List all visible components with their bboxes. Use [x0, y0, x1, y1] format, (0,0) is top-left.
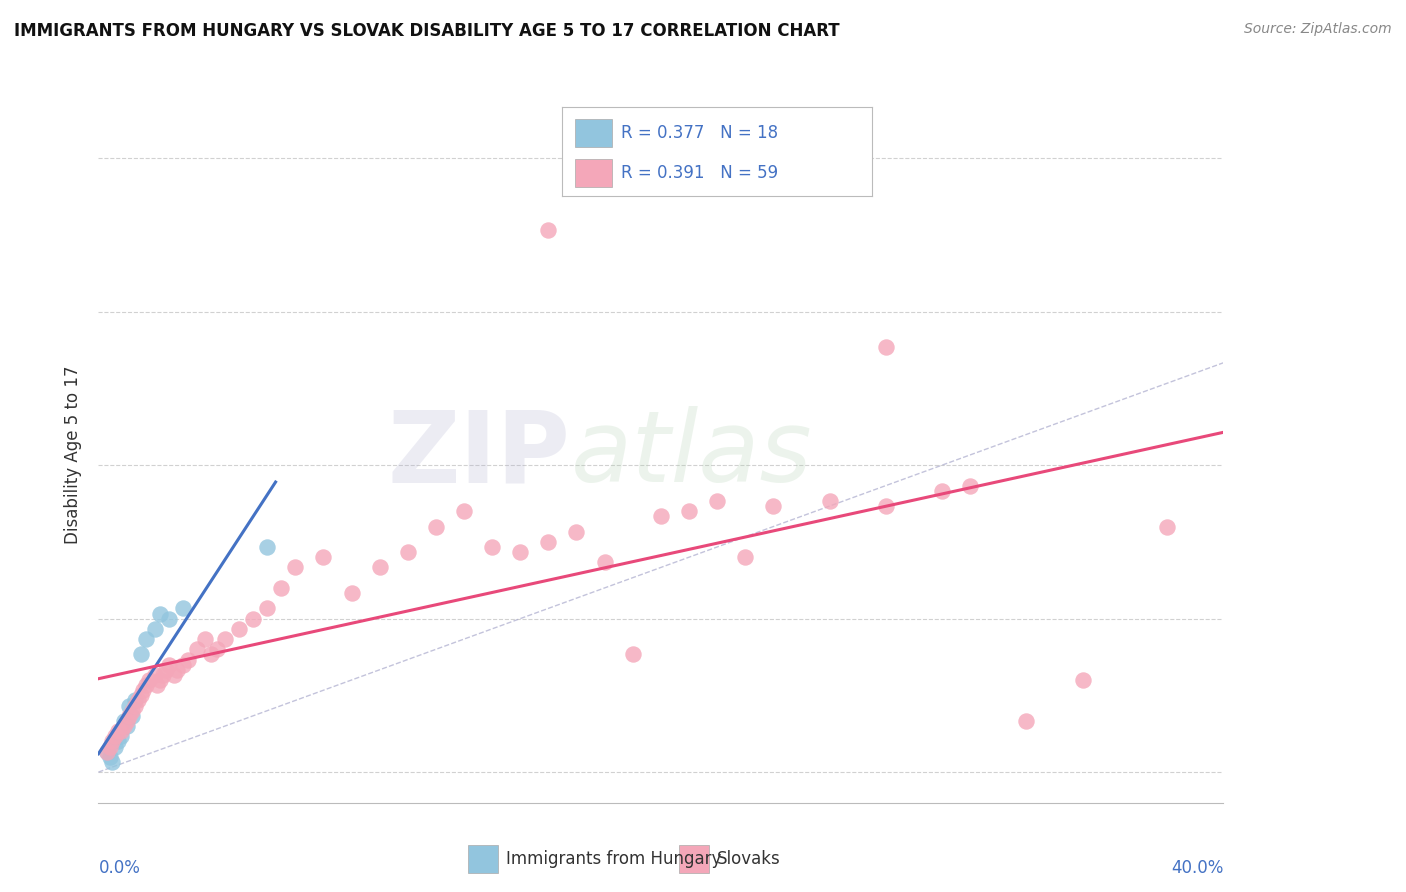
- Point: [200, 648, 222, 662]
- Point: [121, 704, 143, 718]
- Point: [118, 698, 141, 713]
- Point: [453, 504, 475, 518]
- Point: [101, 755, 124, 769]
- Text: Immigrants from Hungary: Immigrants from Hungary: [506, 849, 721, 868]
- Point: [104, 739, 127, 754]
- Point: [1015, 714, 1038, 728]
- Y-axis label: Disability Age 5 to 17: Disability Age 5 to 17: [65, 366, 83, 544]
- Point: [149, 673, 172, 687]
- Point: [621, 648, 644, 662]
- Point: [242, 612, 264, 626]
- Point: [931, 483, 953, 498]
- Point: [270, 581, 292, 595]
- Point: [143, 622, 166, 636]
- Point: [96, 745, 118, 759]
- Point: [163, 668, 186, 682]
- Point: [875, 499, 897, 513]
- Point: [593, 555, 616, 569]
- Point: [678, 504, 700, 518]
- Point: [157, 612, 180, 626]
- Point: [149, 607, 172, 621]
- Point: [537, 223, 560, 237]
- Text: ZIP: ZIP: [388, 407, 571, 503]
- Point: [537, 534, 560, 549]
- Point: [228, 622, 250, 636]
- Point: [818, 494, 841, 508]
- Point: [481, 540, 503, 554]
- Point: [177, 652, 200, 666]
- Point: [110, 729, 132, 743]
- Bar: [575, 159, 612, 187]
- Point: [312, 550, 335, 565]
- Point: [368, 560, 391, 574]
- Point: [706, 494, 728, 508]
- Point: [256, 601, 278, 615]
- Text: Source: ZipAtlas.com: Source: ZipAtlas.com: [1244, 22, 1392, 37]
- Text: R = 0.391   N = 59: R = 0.391 N = 59: [621, 164, 779, 182]
- Point: [135, 632, 157, 646]
- Point: [118, 708, 141, 723]
- Point: [96, 745, 118, 759]
- Point: [1156, 519, 1178, 533]
- Text: atlas: atlas: [571, 407, 813, 503]
- Point: [124, 693, 146, 707]
- Point: [152, 668, 174, 682]
- Point: [143, 668, 166, 682]
- Point: [104, 729, 127, 743]
- Point: [762, 499, 785, 513]
- Point: [214, 632, 236, 646]
- Point: [284, 560, 307, 574]
- Point: [157, 657, 180, 672]
- Point: [194, 632, 217, 646]
- Bar: [679, 845, 709, 872]
- Bar: [468, 845, 498, 872]
- Point: [110, 724, 132, 739]
- Point: [256, 540, 278, 554]
- Point: [340, 586, 363, 600]
- Point: [205, 642, 228, 657]
- Point: [129, 648, 152, 662]
- Point: [135, 678, 157, 692]
- Text: 0.0%: 0.0%: [98, 859, 141, 877]
- Point: [124, 698, 146, 713]
- Point: [166, 663, 188, 677]
- Point: [1071, 673, 1094, 687]
- Point: [107, 734, 129, 748]
- Point: [101, 734, 124, 748]
- Point: [155, 663, 177, 677]
- Point: [565, 524, 588, 539]
- Point: [129, 689, 152, 703]
- Point: [650, 509, 672, 524]
- Point: [875, 341, 897, 355]
- Text: Slovaks: Slovaks: [717, 849, 780, 868]
- Point: [98, 739, 121, 754]
- Point: [121, 708, 143, 723]
- Point: [138, 673, 160, 687]
- Point: [107, 724, 129, 739]
- Point: [132, 683, 155, 698]
- Point: [115, 719, 138, 733]
- Point: [172, 601, 194, 615]
- Bar: [575, 119, 612, 147]
- Point: [734, 550, 756, 565]
- Point: [127, 693, 149, 707]
- Text: 40.0%: 40.0%: [1171, 859, 1223, 877]
- Point: [186, 642, 208, 657]
- Point: [112, 719, 135, 733]
- Point: [115, 714, 138, 728]
- Text: R = 0.377   N = 18: R = 0.377 N = 18: [621, 124, 779, 142]
- Point: [396, 545, 419, 559]
- Point: [959, 478, 981, 492]
- Point: [509, 545, 531, 559]
- Point: [172, 657, 194, 672]
- Point: [425, 519, 447, 533]
- Point: [112, 714, 135, 728]
- Point: [146, 678, 169, 692]
- Point: [98, 749, 121, 764]
- Text: IMMIGRANTS FROM HUNGARY VS SLOVAK DISABILITY AGE 5 TO 17 CORRELATION CHART: IMMIGRANTS FROM HUNGARY VS SLOVAK DISABI…: [14, 22, 839, 40]
